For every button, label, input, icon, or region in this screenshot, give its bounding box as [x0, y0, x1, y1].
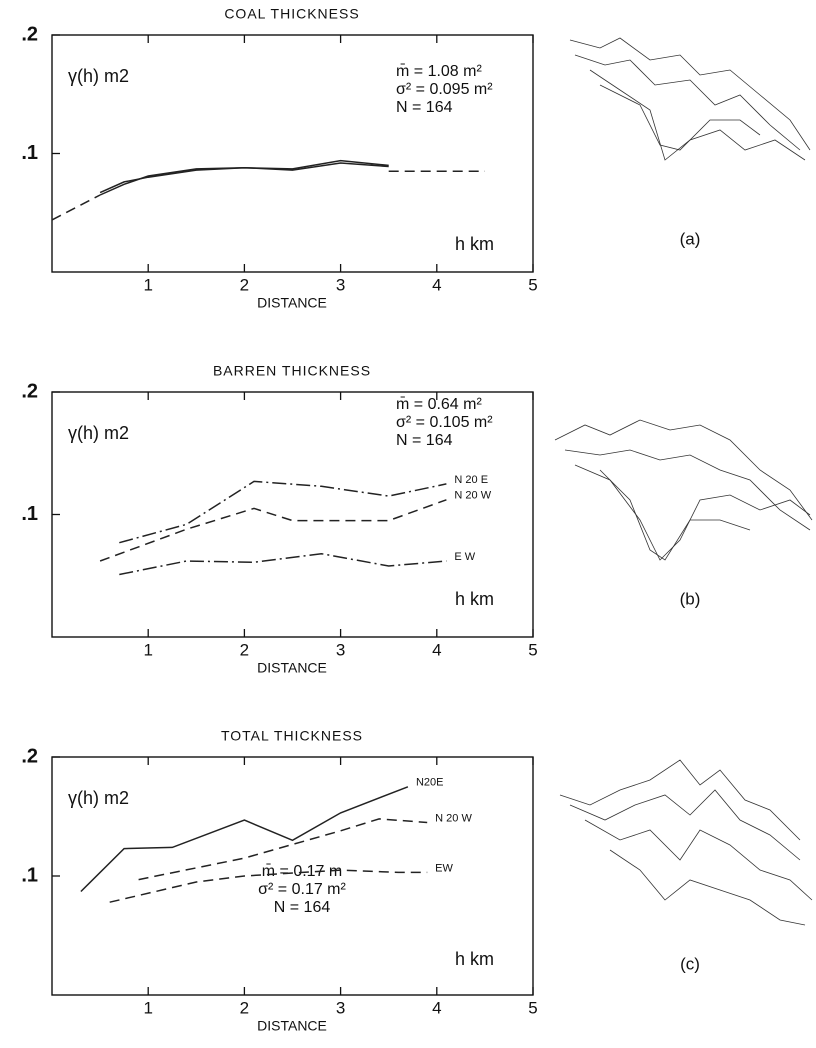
x-tick-label: 3	[336, 275, 345, 294]
x-unit: h km	[455, 589, 494, 609]
y-tick-label: .2	[21, 23, 38, 45]
series-line	[119, 480, 447, 544]
y-tick-label: .2	[21, 745, 38, 767]
x-tick-label: 1	[143, 998, 152, 1017]
series-line	[99, 499, 447, 562]
surface-image-c	[559, 759, 813, 926]
x-axis-label: DISTANCE	[257, 660, 327, 676]
series-line	[138, 818, 428, 881]
series-label: E W	[454, 551, 475, 563]
y-tick-label: .2	[21, 380, 38, 402]
y-axis-label: γ(h) m2	[68, 423, 129, 443]
panel-label: (a)	[680, 229, 701, 248]
x-unit: h km	[455, 234, 494, 254]
stat: N = 164	[396, 432, 453, 449]
x-axis-label: DISTANCE	[257, 1018, 327, 1034]
stat: m̄ = 1.08 m²	[396, 63, 482, 80]
x-tick-label: 2	[240, 640, 249, 659]
series-line	[80, 786, 409, 893]
stat: σ² = 0.095 m²	[396, 81, 493, 98]
series-line	[99, 162, 389, 196]
panel-label: (c)	[680, 954, 700, 973]
y-tick-label: .1	[21, 142, 38, 164]
y-tick-label: .1	[21, 503, 38, 525]
x-tick-label: 5	[528, 998, 537, 1017]
x-tick-label: 4	[432, 275, 441, 294]
series-line	[119, 552, 447, 576]
surface-image-b	[554, 419, 813, 561]
series-line	[51, 170, 485, 221]
series-label: N 20 W	[454, 490, 491, 502]
x-tick-label: 2	[240, 275, 249, 294]
y-axis-label: γ(h) m2	[68, 788, 129, 808]
series-line	[99, 159, 389, 194]
chart-title: TOTAL THICKNESS	[221, 728, 363, 744]
x-tick-label: 1	[143, 275, 152, 294]
series-label: N 20 E	[454, 474, 488, 486]
x-tick-label: 3	[336, 640, 345, 659]
stat: N = 164	[396, 99, 453, 116]
series-label: EW	[435, 862, 453, 874]
series-label: N20E	[416, 777, 444, 789]
chart-title: COAL THICKNESS	[224, 6, 359, 22]
y-axis-label: γ(h) m2	[68, 66, 129, 86]
series-label: N 20 W	[435, 812, 472, 824]
x-tick-label: 1	[143, 640, 152, 659]
surface-image-a	[569, 37, 811, 161]
panel-label: (b)	[680, 589, 701, 608]
x-tick-label: 4	[432, 998, 441, 1017]
x-tick-label: 2	[240, 998, 249, 1017]
x-tick-label: 5	[528, 275, 537, 294]
x-unit: h km	[455, 949, 494, 969]
x-tick-label: 4	[432, 640, 441, 659]
x-tick-label: 5	[528, 640, 537, 659]
y-tick-label: .1	[21, 864, 38, 886]
stat: σ² = 0.105 m²	[396, 414, 493, 431]
stat: N = 164	[274, 899, 331, 916]
x-axis-label: DISTANCE	[257, 295, 327, 311]
stat: m̄ = 0.64 m²	[396, 396, 482, 413]
chart-title: BARREN THICKNESS	[213, 363, 371, 379]
series-line	[109, 869, 428, 903]
x-tick-label: 3	[336, 998, 345, 1017]
stat: m̄ = 0.17 m	[262, 863, 342, 880]
stat: σ² = 0.17 m²	[258, 881, 346, 898]
